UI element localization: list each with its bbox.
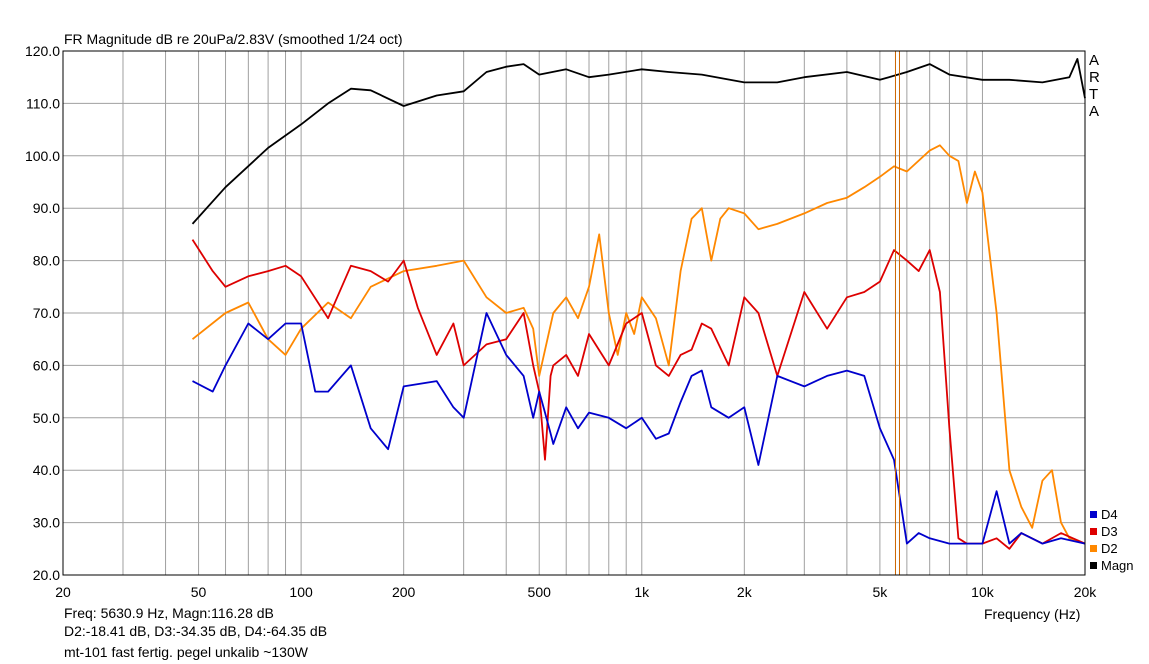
legend-label: D3: [1101, 524, 1118, 539]
plot-frame: [62, 50, 1086, 576]
x-tick-label: 10k: [971, 584, 995, 600]
x-tick-label: 2k: [737, 584, 753, 600]
y-tick-label: 50.0: [33, 410, 60, 426]
x-tick-label: 500: [528, 584, 552, 600]
series-line-d2: [191, 144, 1086, 545]
logo-letter: T: [1089, 86, 1099, 103]
x-tick-label: 5k: [872, 584, 888, 600]
chart-title: FR Magnitude dB re 20uPa/2.83V (smoothed…: [64, 31, 403, 47]
legend-swatch: [1090, 545, 1097, 552]
logo-letter: R: [1089, 69, 1100, 86]
x-tick-label: 100: [289, 584, 313, 600]
x-tick-label: 50: [191, 584, 207, 600]
legend-item-d4[interactable]: D4: [1090, 506, 1134, 523]
legend-item-d3[interactable]: D3: [1090, 523, 1134, 540]
series-layer: [191, 58, 1086, 550]
x-tick-label: 1k: [634, 584, 650, 600]
legend: D4 D3 D2 Magn: [1090, 506, 1134, 574]
arta-logo: A R T A: [1089, 52, 1100, 120]
x-tick-label: 20: [55, 584, 71, 600]
legend-item-magn[interactable]: Magn: [1090, 557, 1134, 574]
y-tick-label: 110.0: [26, 95, 60, 111]
x-axis-label: Frequency (Hz): [984, 606, 1081, 622]
legend-swatch: [1090, 511, 1097, 518]
y-tick-label: 100.0: [25, 148, 60, 164]
logo-letter: A: [1089, 52, 1100, 69]
measurement-note: mt-101 fast fertig. pegel unkalib ~130W: [64, 644, 308, 660]
cursor-readout-line2: D2:-18.41 dB, D3:-34.35 dB, D4:-64.35 dB: [64, 623, 328, 639]
y-tick-label: 120.0: [25, 43, 60, 59]
frequency-cursor[interactable]: [894, 51, 900, 575]
y-tick-label: 90.0: [33, 200, 60, 216]
y-tick-label: 80.0: [33, 253, 60, 269]
legend-label: Magn: [1101, 558, 1134, 573]
series-line-magn: [191, 58, 1086, 225]
y-tick-label: 60.0: [33, 357, 60, 373]
y-tick-label: 70.0: [33, 305, 60, 321]
cursor-readout-line1: Freq: 5630.9 Hz, Magn:116.28 dB: [64, 605, 274, 621]
grid-lines: [63, 51, 1085, 575]
legend-swatch: [1090, 528, 1097, 535]
x-tick-label: 20k: [1074, 584, 1098, 600]
legend-item-d2[interactable]: D2: [1090, 540, 1134, 557]
series-line-d3: [191, 239, 1086, 550]
legend-label: D4: [1101, 507, 1118, 522]
x-tick-label: 200: [392, 584, 416, 600]
y-tick-label: 20.0: [33, 567, 60, 583]
y-tick-label: 40.0: [33, 462, 60, 478]
series-line-d4: [192, 312, 1086, 545]
legend-swatch: [1090, 562, 1097, 569]
legend-label: D2: [1101, 541, 1118, 556]
logo-letter: A: [1089, 103, 1100, 120]
tick-labels: 20.0 30.0 40.0 50.0 60.0 70.0 80.0 90.0 100.0 110…: [25, 43, 1097, 600]
y-tick-label: 30.0: [33, 515, 60, 531]
